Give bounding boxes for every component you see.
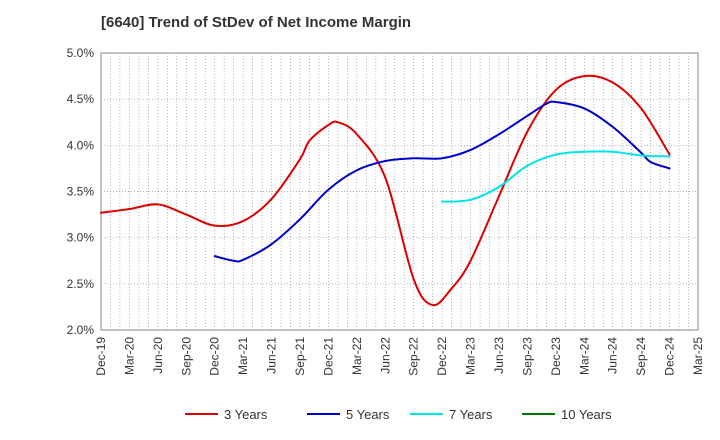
x-tick-label: Mar-20 xyxy=(122,337,136,375)
legend-label-5-years: 5 Years xyxy=(346,407,390,422)
y-tick-label: 2.0% xyxy=(67,323,95,337)
x-tick-label: Jun-24 xyxy=(606,337,620,374)
x-tick-label: Dec-24 xyxy=(663,337,677,376)
x-tick-label: Mar-23 xyxy=(464,337,478,375)
y-tick-label: 3.0% xyxy=(67,231,95,245)
x-tick-label: Dec-20 xyxy=(208,337,222,376)
chart-title: [6640] Trend of StDev of Net Income Marg… xyxy=(101,14,412,31)
x-tick-label: Jun-20 xyxy=(151,337,165,374)
legend-label-7-years: 7 Years xyxy=(449,407,493,422)
series-line-3-years xyxy=(100,74,671,307)
x-tick-label: Sep-23 xyxy=(520,337,534,376)
x-tick-label: Dec-23 xyxy=(549,337,563,376)
x-tick-label: Jun-22 xyxy=(378,337,392,374)
x-tick-label: Dec-19 xyxy=(94,337,108,376)
x-tick-label: Mar-25 xyxy=(691,337,705,375)
x-tick-label: Sep-24 xyxy=(634,337,648,376)
y-tick-label: 3.5% xyxy=(67,185,95,199)
x-tick-label: Dec-21 xyxy=(321,337,335,376)
series-line-5-years xyxy=(213,100,671,263)
legend-label-10-years: 10 Years xyxy=(561,407,612,422)
x-tick-label: Sep-20 xyxy=(179,337,193,376)
y-tick-label: 2.5% xyxy=(67,277,95,291)
series-line-7-years xyxy=(441,150,671,203)
x-tick-label: Jun-23 xyxy=(492,337,506,374)
x-tick-label: Dec-22 xyxy=(435,337,449,376)
x-tick-label: Mar-22 xyxy=(350,337,364,375)
x-tick-label: Sep-21 xyxy=(293,337,307,376)
x-tick-label: Mar-24 xyxy=(577,337,591,375)
legend-label-3-years: 3 Years xyxy=(224,407,268,422)
y-tick-label: 5.0% xyxy=(67,46,95,60)
x-tick-label: Mar-21 xyxy=(236,337,250,375)
x-tick-label: Jun-21 xyxy=(265,337,279,374)
x-tick-label: Sep-22 xyxy=(407,337,421,376)
y-tick-label: 4.0% xyxy=(67,138,95,152)
y-tick-label: 4.5% xyxy=(67,92,95,106)
plot-frame xyxy=(100,52,699,331)
